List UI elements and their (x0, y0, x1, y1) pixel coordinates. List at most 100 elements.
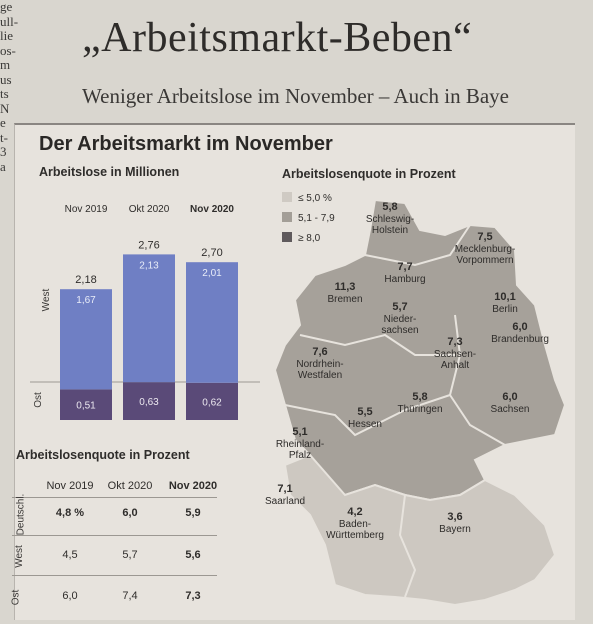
legend-label: ≥ 8,0 (298, 233, 321, 244)
bar-chart-title: Arbeitslose in Millionen (39, 165, 180, 179)
legend-label: ≤ 5,0 % (298, 193, 332, 204)
map-state-value: 7,5 (477, 231, 492, 243)
map-state-name: Rheinland-Pfalz (276, 439, 324, 461)
bar-category-label: Nov 2020 (190, 204, 234, 215)
bar-value-ost: 0,62 (202, 397, 222, 408)
bar-value-west: 2,13 (139, 260, 159, 271)
map-state-value: 7,7 (397, 261, 412, 273)
bar-total-label: 2,76 (138, 239, 159, 251)
map-state-value: 4,2 (347, 506, 362, 518)
table-cell: 7,4 (122, 590, 138, 602)
map-state-name: Mecklenburg-Vorpommern (455, 244, 516, 266)
bar-total-label: 2,18 (75, 274, 96, 286)
map-border-mid2 (284, 394, 451, 437)
table-cell: 5,9 (185, 507, 201, 519)
bar-row-label-ost: Ost (33, 392, 44, 408)
table-title: Arbeitslosenquote in Prozent (16, 448, 190, 462)
fragment-line: us (0, 71, 12, 87)
map-state-name: Thüringen (397, 404, 442, 415)
map-state-value: 7,1 (277, 483, 292, 495)
table-column-header: Okt 2020 (107, 480, 153, 492)
headline: „Arbeitsmarkt-Beben“ (82, 15, 473, 61)
fragment-line: e (0, 115, 6, 130)
table-cell: 6,0 (122, 507, 138, 519)
map-border-north (364, 224, 471, 267)
map-state-value: 6,0 (512, 321, 527, 333)
bar-west (186, 262, 238, 383)
map-state-value: 3,6 (447, 511, 462, 523)
bar-category-label: Okt 2020 (129, 204, 170, 215)
table-divider (12, 575, 217, 576)
bar-value-ost: 0,63 (139, 397, 159, 408)
bar-total-label: 2,70 (201, 247, 222, 259)
map-state-value: 11,3 (335, 281, 356, 293)
map-state-name: Saarland (265, 496, 305, 507)
legend-swatch (282, 212, 292, 222)
bar-value-west: 2,01 (202, 268, 222, 279)
map-state-name: Berlin (492, 304, 518, 315)
map-state-name: Sachsen (491, 404, 530, 415)
table-row-label: Deutschl. (15, 493, 27, 536)
bar-ost (123, 382, 175, 420)
bar-category-label: Nov 2019 (65, 204, 108, 215)
map-state-name: Hamburg (384, 274, 425, 285)
map-state-name: Schleswig-Holstein (366, 214, 414, 236)
map-state-value: 6,0 (502, 391, 517, 403)
map-title: Arbeitslosenquote in Prozent (282, 167, 456, 181)
map-state-value: 10,1 (494, 291, 515, 303)
table-row-label: West (13, 545, 25, 568)
fragment-line: os- (0, 42, 16, 58)
bar-row-label-west: West (41, 288, 52, 311)
map-state-name: Baden-Württemberg (326, 519, 384, 541)
map-state-name: Hessen (348, 419, 382, 430)
bar-value-ost: 0,51 (76, 401, 96, 412)
bar-ost (186, 382, 238, 420)
fragment-line: ge (0, 0, 13, 14)
fragment-line: N (0, 100, 10, 116)
map-state-name: Nordrhein-Westfalen (296, 359, 343, 381)
fragment-line: m (0, 57, 11, 72)
fragment-line: 3 (0, 144, 7, 159)
subheadline: Weniger Arbeitslose im November – Auch i… (82, 84, 509, 108)
table-cell: 6,0 (62, 590, 78, 602)
fragment-line: lie (0, 28, 13, 43)
map-state-value: 5,8 (412, 391, 427, 403)
fragment-line: t- (0, 129, 8, 145)
legend-swatch (282, 232, 292, 242)
bar-ost (60, 389, 112, 420)
table-cell: 5,7 (122, 549, 138, 561)
map-state-value: 7,6 (312, 346, 327, 358)
table-column-header: Nov 2020 (168, 480, 218, 492)
table-column-header: Nov 2019 (46, 480, 94, 492)
table-cell: 5,6 (185, 549, 201, 561)
panel-title: Der Arbeitsmarkt im November (39, 133, 333, 155)
fragment-line: a (0, 158, 6, 174)
map-state-name: Brandenburg (491, 334, 549, 345)
legend-label: 5,1 - 7,9 (298, 213, 335, 224)
map-state-name: Nieder-sachsen (381, 314, 418, 336)
map-outline-south (283, 453, 557, 607)
map-state-value: 5,7 (392, 301, 407, 313)
map-legend: ≤ 5,0 % 5,1 - 7,9 ≥ 8,0 (282, 192, 335, 244)
map-state-value: 5,8 (382, 201, 397, 213)
map-state-name: Sachsen-Anhalt (434, 349, 476, 371)
table-row-label: Ost (10, 589, 22, 606)
table-cell: 4,8 % (55, 507, 85, 519)
map-state-name: Bayern (439, 524, 471, 535)
table-cell: 4,5 (62, 549, 78, 561)
germany-map: 5,8Schleswig-Holstein7,5Mecklenburg-Vorp… (265, 198, 567, 607)
map-state-name: Bremen (327, 294, 362, 305)
table-divider (12, 497, 217, 498)
map-state-value: 7,3 (447, 336, 462, 348)
map-state-value: 5,5 (357, 406, 372, 418)
table-divider (12, 535, 217, 536)
fragment-line: ts (0, 86, 9, 101)
map-border-middle (299, 333, 455, 356)
legend-swatch (282, 192, 292, 202)
bar-west (123, 254, 175, 383)
fragment-line: ull- (0, 13, 19, 29)
bar-chart: West Ost Nov 2019 1,67 0,51 2,18 Okt 2020 2,1… (30, 204, 260, 420)
table-cell: 7,3 (185, 590, 201, 602)
bar-west (60, 289, 112, 390)
